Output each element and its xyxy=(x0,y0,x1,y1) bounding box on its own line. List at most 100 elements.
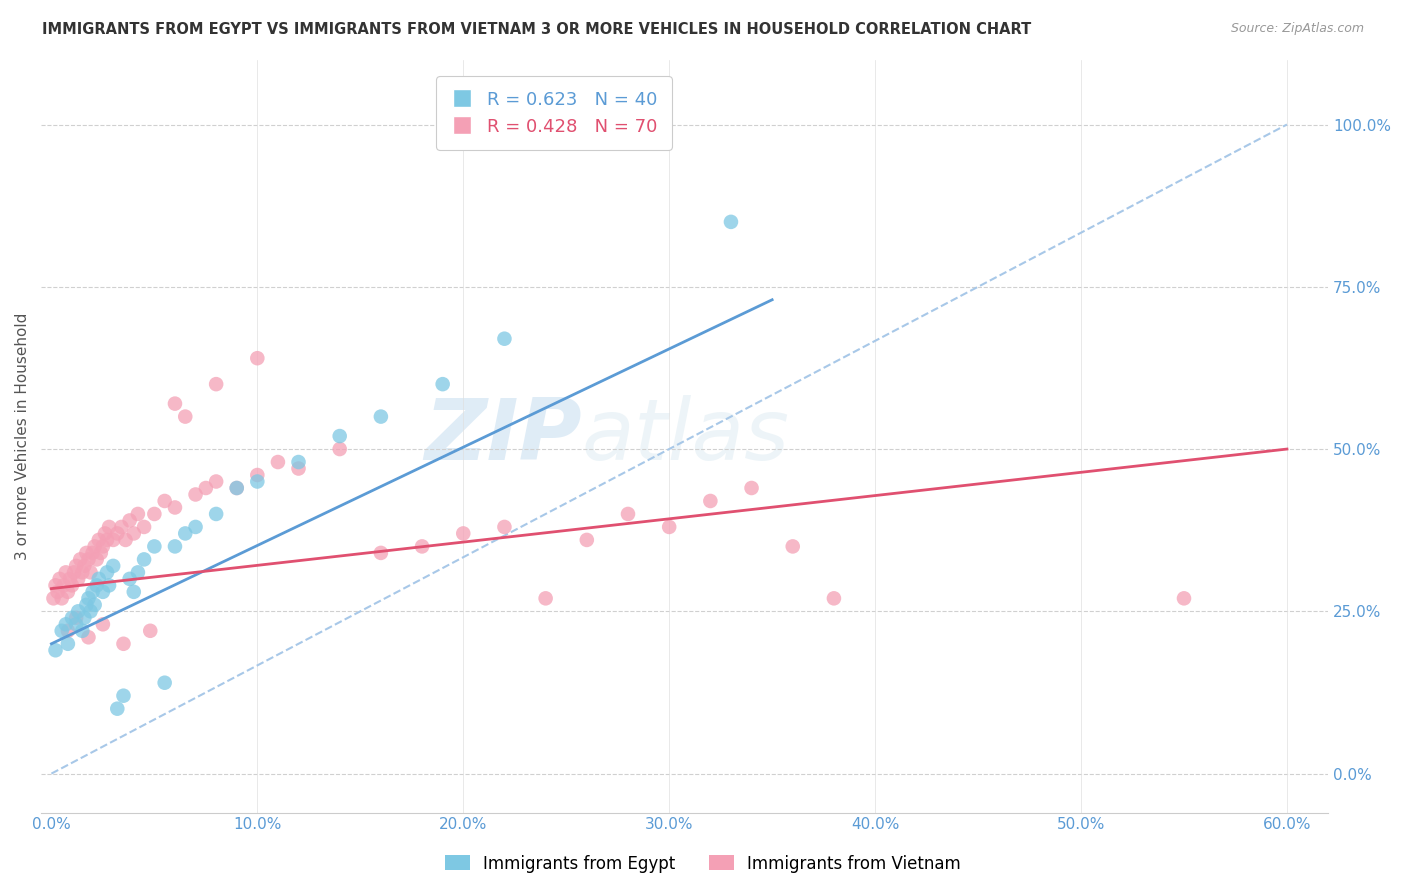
Text: Source: ZipAtlas.com: Source: ZipAtlas.com xyxy=(1230,22,1364,36)
Point xyxy=(246,475,269,489)
Point xyxy=(110,520,132,534)
Point xyxy=(91,617,114,632)
Point xyxy=(451,526,474,541)
Point xyxy=(329,442,352,456)
Point xyxy=(658,520,681,534)
Point xyxy=(51,624,73,638)
Point xyxy=(105,701,128,715)
Point xyxy=(73,558,96,573)
Point xyxy=(823,591,845,606)
Point xyxy=(63,566,86,580)
Point xyxy=(127,507,149,521)
Point xyxy=(184,520,207,534)
Point xyxy=(96,533,118,547)
Point xyxy=(143,507,166,521)
Point xyxy=(56,624,79,638)
Point xyxy=(112,637,135,651)
Point xyxy=(75,546,97,560)
Point xyxy=(122,585,145,599)
Point xyxy=(267,455,290,469)
Point xyxy=(60,611,83,625)
Point xyxy=(90,546,112,560)
Point xyxy=(86,552,108,566)
Point xyxy=(82,546,104,560)
Point xyxy=(153,675,176,690)
Point xyxy=(246,468,269,483)
Text: atlas: atlas xyxy=(582,394,790,477)
Point xyxy=(1173,591,1195,606)
Point xyxy=(67,572,90,586)
Point xyxy=(98,520,121,534)
Point xyxy=(114,533,136,547)
Point xyxy=(87,572,110,586)
Point xyxy=(287,455,309,469)
Text: ZIP: ZIP xyxy=(425,394,582,477)
Point xyxy=(56,585,79,599)
Point xyxy=(103,533,125,547)
Point xyxy=(494,332,516,346)
Point xyxy=(139,624,162,638)
Point xyxy=(59,572,82,586)
Point xyxy=(370,546,392,560)
Point xyxy=(153,494,176,508)
Point xyxy=(122,526,145,541)
Point xyxy=(67,604,90,618)
Legend: R = 0.623   N = 40, R = 0.428   N = 70: R = 0.623 N = 40, R = 0.428 N = 70 xyxy=(436,76,672,150)
Point xyxy=(184,487,207,501)
Point xyxy=(44,643,66,657)
Point xyxy=(73,611,96,625)
Point xyxy=(65,617,87,632)
Point xyxy=(77,630,100,644)
Point xyxy=(132,552,155,566)
Point xyxy=(72,624,94,638)
Y-axis label: 3 or more Vehicles in Household: 3 or more Vehicles in Household xyxy=(15,312,30,560)
Point xyxy=(75,598,97,612)
Point xyxy=(83,598,105,612)
Point xyxy=(44,578,66,592)
Point xyxy=(77,552,100,566)
Text: IMMIGRANTS FROM EGYPT VS IMMIGRANTS FROM VIETNAM 3 OR MORE VEHICLES IN HOUSEHOLD: IMMIGRANTS FROM EGYPT VS IMMIGRANTS FROM… xyxy=(42,22,1032,37)
Point xyxy=(494,520,516,534)
Point xyxy=(96,566,118,580)
Point xyxy=(82,585,104,599)
Point xyxy=(52,578,75,592)
Point xyxy=(205,507,228,521)
Point xyxy=(163,540,186,554)
Point xyxy=(699,494,721,508)
Point xyxy=(98,578,121,592)
Point xyxy=(174,526,197,541)
Point xyxy=(46,585,69,599)
Point xyxy=(534,591,557,606)
Point xyxy=(205,475,228,489)
Point xyxy=(51,591,73,606)
Point xyxy=(79,604,101,618)
Point xyxy=(163,396,186,410)
Point xyxy=(56,637,79,651)
Point xyxy=(411,540,433,554)
Point xyxy=(60,578,83,592)
Point xyxy=(55,617,77,632)
Point xyxy=(174,409,197,424)
Point xyxy=(91,585,114,599)
Point xyxy=(194,481,217,495)
Point xyxy=(103,558,125,573)
Point xyxy=(143,540,166,554)
Point xyxy=(225,481,247,495)
Point xyxy=(65,611,87,625)
Point xyxy=(77,591,100,606)
Point xyxy=(94,526,117,541)
Point xyxy=(782,540,804,554)
Point xyxy=(287,461,309,475)
Point xyxy=(329,429,352,443)
Point xyxy=(79,566,101,580)
Point xyxy=(118,513,141,527)
Point xyxy=(370,409,392,424)
Point xyxy=(83,540,105,554)
Point xyxy=(55,566,77,580)
Point xyxy=(69,552,91,566)
Point xyxy=(65,558,87,573)
Legend: Immigrants from Egypt, Immigrants from Vietnam: Immigrants from Egypt, Immigrants from V… xyxy=(439,848,967,880)
Point xyxy=(105,526,128,541)
Point xyxy=(741,481,763,495)
Point xyxy=(87,533,110,547)
